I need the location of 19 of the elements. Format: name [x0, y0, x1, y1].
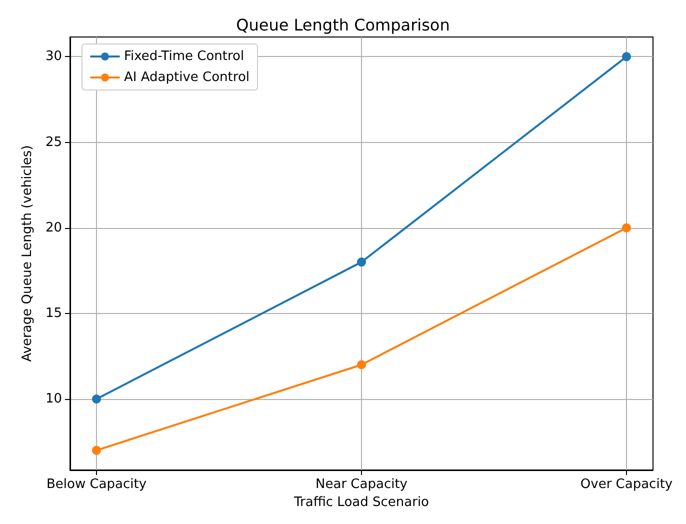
- point: [622, 223, 631, 232]
- point: [92, 446, 101, 455]
- y-axis-title: Average Queue Length (vehicles): [20, 145, 35, 362]
- legend-label: AI Adaptive Control: [124, 70, 250, 85]
- x-tick-label: Below Capacity: [46, 477, 147, 492]
- x-tick-label: Near Capacity: [316, 477, 408, 492]
- x-axis-title: Traffic Load Scenario: [292, 495, 430, 510]
- point: [357, 258, 366, 267]
- y-tick-label: 30: [45, 49, 62, 64]
- legend-label: Fixed-Time Control: [124, 49, 244, 64]
- y-tick-label: 15: [45, 306, 62, 321]
- point: [622, 52, 631, 62]
- point: [92, 394, 101, 404]
- y-tick-label: 25: [45, 134, 62, 150]
- x-tick-label: Over Capacity: [580, 477, 673, 492]
- y-tick-label: 20: [45, 220, 62, 236]
- chart-title: Queue Length Comparison: [236, 16, 450, 34]
- point: [357, 360, 366, 370]
- y-tick-label: 10: [45, 391, 62, 406]
